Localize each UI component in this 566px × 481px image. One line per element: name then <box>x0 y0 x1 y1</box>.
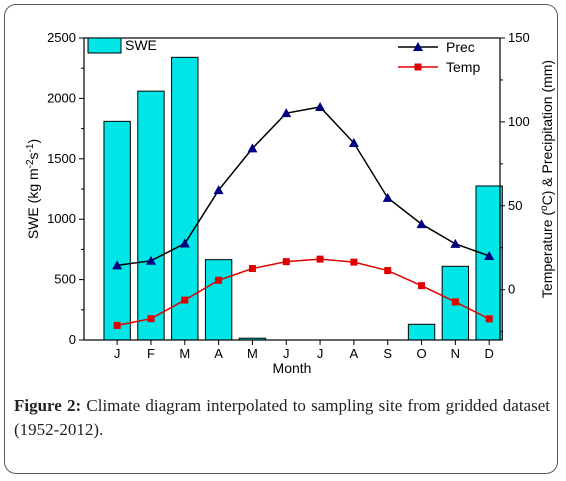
swe-bar <box>137 90 165 341</box>
swe-bar <box>171 56 199 341</box>
x-tick-label: M <box>179 346 190 361</box>
temp-point <box>384 267 392 275</box>
temp-point <box>215 276 223 284</box>
legend: SWE Prec Temp <box>87 37 480 75</box>
right-axis-label: Temperature (oC) & Precipitation (mm) <box>539 60 555 298</box>
prec-point <box>179 238 190 248</box>
prec-point <box>450 238 461 248</box>
left-tick-label: 500 <box>54 272 76 287</box>
x-tick-label: J <box>114 346 121 361</box>
x-tick-label: D <box>484 346 493 361</box>
temp-point <box>113 321 121 329</box>
temp-point <box>248 265 256 273</box>
left-axis-label: SWE (kg m-2s-1) <box>25 139 41 239</box>
legend-temp-label: Temp <box>446 59 480 75</box>
right-tick-label: 0 <box>508 282 515 297</box>
prec-point <box>112 260 123 270</box>
prec-line <box>117 106 490 267</box>
left-tick-label: 2500 <box>47 30 76 45</box>
temp-point <box>485 315 493 323</box>
prec-point <box>281 108 292 118</box>
prec-point <box>213 185 224 195</box>
temp-point <box>147 315 155 323</box>
temp-point <box>350 258 358 266</box>
temp-point <box>451 298 459 306</box>
swe-bar <box>407 323 436 341</box>
prec-point <box>382 192 393 202</box>
swe-bars <box>103 56 503 341</box>
swe-bar <box>204 259 233 341</box>
left-tick-label: 0 <box>69 332 76 347</box>
temp-point <box>316 255 324 263</box>
caption-label: Figure 2: <box>14 396 82 415</box>
swe-bar <box>103 120 131 341</box>
temp-point <box>282 258 290 266</box>
x-tick-label: S <box>383 346 392 361</box>
x-tick-label: A <box>350 346 359 361</box>
legend-temp-marker <box>414 63 422 71</box>
left-tick-label: 2000 <box>47 90 76 105</box>
x-tick-label: M <box>247 346 258 361</box>
prec-point <box>484 250 495 260</box>
prec-point <box>315 101 326 111</box>
climate-chart: 0 500 1000 1500 2000 2500 0 50 100 150 J F M A M J J A S O N… <box>25 30 555 376</box>
prec-point <box>348 138 359 148</box>
right-tick-label: 150 <box>508 30 530 45</box>
x-tick-label: O <box>416 346 426 361</box>
figure-caption: Figure 2: Climate diagram interpolated t… <box>14 394 550 442</box>
left-tick-label: 1000 <box>47 211 76 226</box>
prec-point <box>416 219 427 229</box>
caption-text: Climate diagram interpolated to sampling… <box>14 396 550 439</box>
axes: 0 500 1000 1500 2000 2500 0 50 100 150 J F M A M J J A S O N… <box>25 30 555 376</box>
x-tick-label: J <box>317 346 324 361</box>
x-tick-label: N <box>451 346 460 361</box>
temp-point <box>418 282 426 290</box>
legend-swe-label: SWE <box>125 37 157 53</box>
legend-swe-swatch <box>87 37 122 54</box>
prec-point <box>247 143 258 153</box>
right-tick-label: 50 <box>508 198 522 213</box>
legend-prec-label: Prec <box>446 39 475 55</box>
x-axis-label: Month <box>273 360 312 376</box>
x-tick-label: J <box>283 346 290 361</box>
prec-point <box>145 255 156 265</box>
legend-prec-marker <box>413 42 423 51</box>
x-tick-label: A <box>214 346 223 361</box>
data-lines <box>112 101 495 329</box>
temp-line <box>116 258 490 327</box>
x-tick-label: F <box>147 346 155 361</box>
right-tick-label: 100 <box>508 114 530 129</box>
figure-frame <box>4 4 558 474</box>
left-tick-label: 1500 <box>47 151 76 166</box>
temp-point <box>181 296 189 304</box>
